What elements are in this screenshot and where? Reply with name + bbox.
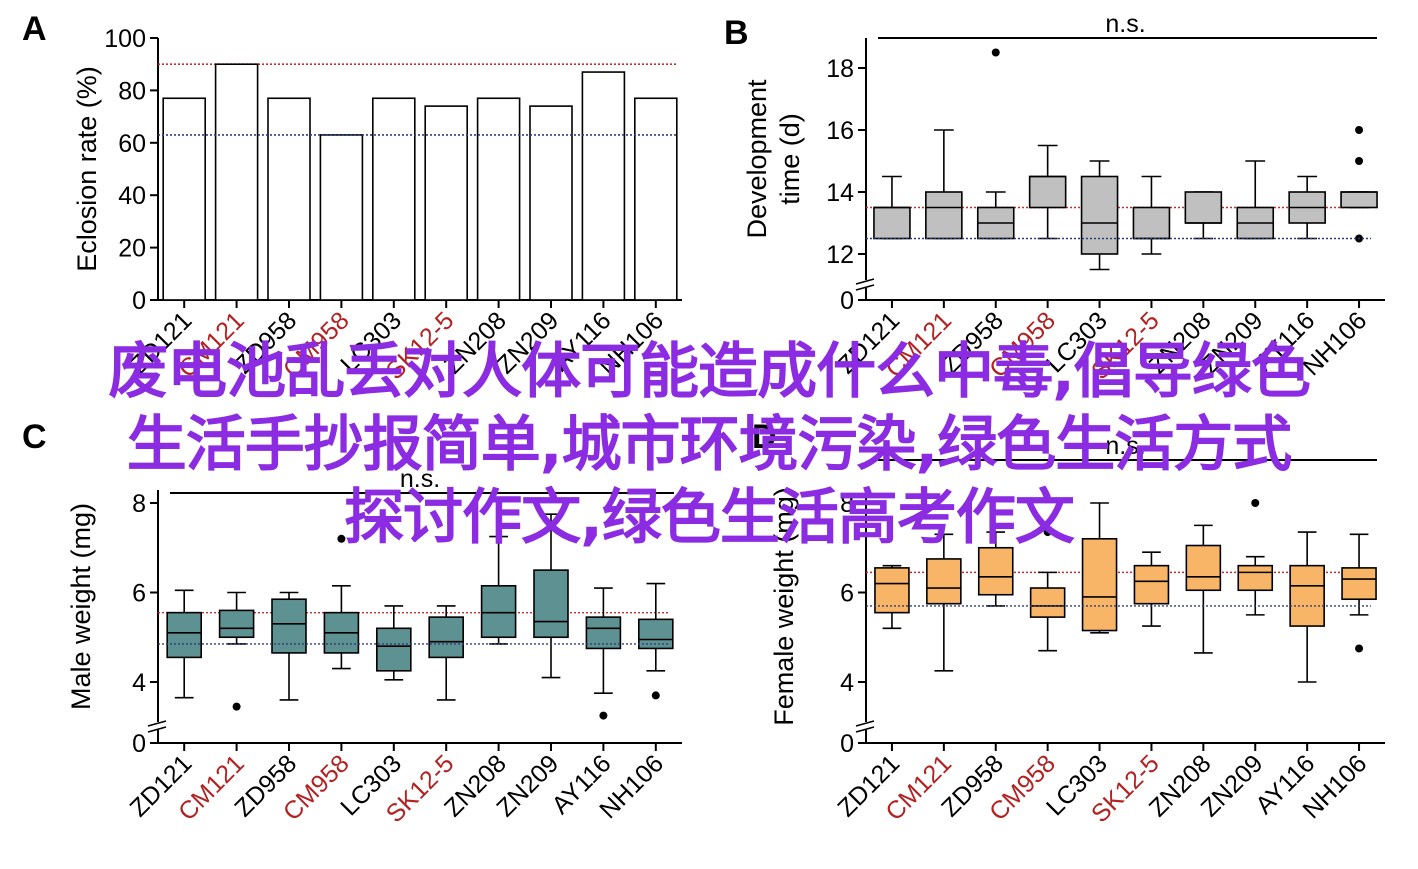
bar bbox=[581, 71, 626, 301]
outlier-point bbox=[991, 48, 1000, 57]
axis-break-mark bbox=[855, 726, 875, 733]
bar bbox=[529, 105, 573, 301]
axis-break-mark bbox=[855, 278, 875, 285]
box bbox=[271, 598, 307, 654]
y-tick-label: 20 bbox=[118, 235, 146, 263]
axis-break-gap bbox=[856, 280, 874, 288]
panel-letter: A bbox=[22, 10, 47, 48]
bar bbox=[319, 134, 364, 301]
y-axis-label: Development bbox=[742, 79, 772, 239]
box bbox=[1340, 191, 1378, 209]
y-tick-label: 18 bbox=[826, 55, 854, 83]
y-tick-label: 0 bbox=[840, 287, 854, 315]
axis-break-gap bbox=[148, 722, 166, 730]
panel-letter: C bbox=[22, 418, 47, 456]
bar bbox=[267, 97, 311, 301]
axis-break-gap bbox=[856, 722, 874, 730]
outlier-point bbox=[1355, 157, 1364, 165]
box bbox=[1029, 587, 1066, 618]
significance-label: n.s. bbox=[1105, 10, 1145, 38]
bar bbox=[476, 97, 521, 301]
y-tick-label: 4 bbox=[840, 669, 854, 697]
y-tick-label: 14 bbox=[826, 179, 854, 207]
box bbox=[1028, 175, 1067, 209]
axis-break-mark bbox=[147, 726, 167, 733]
y-tick-label: 0 bbox=[132, 730, 146, 758]
axis-break-mark bbox=[855, 720, 875, 727]
box bbox=[1133, 564, 1170, 605]
box bbox=[977, 546, 1014, 596]
y-axis-label: time (d) bbox=[775, 113, 805, 205]
y-tick-label: 8 bbox=[132, 490, 146, 518]
bar bbox=[214, 63, 259, 301]
y-tick-label: 60 bbox=[118, 130, 146, 158]
outlier-point bbox=[1043, 528, 1052, 537]
y-tick-label: 40 bbox=[118, 182, 146, 210]
box bbox=[1185, 544, 1222, 592]
outlier-point bbox=[1355, 126, 1364, 134]
outlier-point bbox=[599, 711, 608, 720]
bar bbox=[633, 97, 678, 301]
y-tick-label: 12 bbox=[826, 241, 854, 269]
box bbox=[926, 558, 962, 605]
y-tick-label: 0 bbox=[132, 287, 146, 315]
significance-label: n.s. bbox=[400, 465, 440, 493]
box bbox=[1289, 564, 1325, 627]
box bbox=[925, 191, 963, 240]
y-tick-label: 16 bbox=[826, 117, 854, 145]
significance-label: n.s. bbox=[1105, 432, 1145, 460]
bar bbox=[162, 97, 206, 301]
y-tick-label: 6 bbox=[132, 580, 146, 608]
box bbox=[218, 609, 255, 639]
box bbox=[1184, 191, 1223, 224]
box bbox=[533, 569, 569, 639]
panel-letter: B bbox=[724, 14, 749, 52]
panel-letter: D bbox=[752, 418, 777, 456]
box bbox=[1080, 175, 1119, 255]
box bbox=[166, 611, 202, 659]
box bbox=[585, 616, 622, 650]
y-axis-label: Eclosion rate (%) bbox=[72, 66, 102, 272]
box bbox=[1237, 564, 1274, 592]
y-tick-label: 6 bbox=[840, 580, 854, 608]
outlier-point bbox=[337, 534, 346, 543]
axis-break-mark bbox=[855, 284, 875, 291]
y-tick-label: 8 bbox=[840, 490, 854, 518]
y-tick-label: 80 bbox=[118, 77, 146, 105]
y-tick-label: 4 bbox=[132, 669, 146, 697]
y-axis-label: Male weight (mg) bbox=[66, 503, 96, 710]
box bbox=[428, 616, 465, 659]
y-tick-label: 100 bbox=[104, 25, 146, 53]
box bbox=[480, 584, 517, 639]
axis-break-mark bbox=[147, 720, 167, 727]
outlier-point bbox=[232, 702, 241, 711]
box bbox=[874, 567, 910, 614]
outlier-point bbox=[651, 691, 660, 700]
outlier-point bbox=[1251, 499, 1260, 507]
y-axis-label: Female weight (mg) bbox=[769, 487, 799, 726]
box bbox=[1132, 206, 1171, 240]
box bbox=[1081, 537, 1118, 632]
y-tick-label: 0 bbox=[840, 730, 854, 758]
box bbox=[1341, 567, 1377, 601]
box bbox=[873, 206, 911, 240]
bar bbox=[371, 97, 416, 301]
box bbox=[375, 627, 412, 672]
outlier-point bbox=[1355, 644, 1364, 653]
